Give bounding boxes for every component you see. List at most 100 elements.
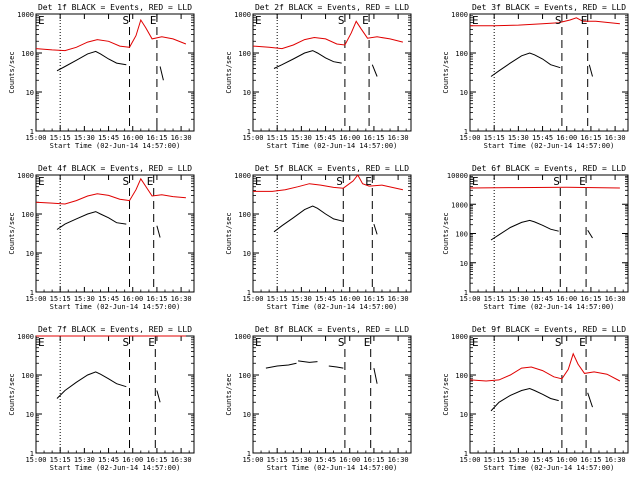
x-tick-label: 16:15	[580, 134, 601, 142]
y-tick-label: 1	[464, 450, 468, 458]
marker-label-e: E	[38, 336, 45, 349]
marker-label-s: S	[555, 336, 562, 349]
y-tick-label: 1000	[451, 201, 468, 209]
y-tick-label: 1000	[17, 172, 34, 180]
x-tick-label: 15:45	[532, 134, 553, 142]
y-tick-label: 100	[238, 211, 251, 219]
x-tick-label: 15:15	[267, 134, 288, 142]
panel-8: Det 8f BLACK = Events, RED = LLD 1 10 100 10…	[225, 325, 412, 472]
x-tick-label: 15:30	[508, 456, 529, 464]
y-tick-label: 10	[26, 89, 34, 97]
x-axis-title: Start Time (02-Jun-14 14:57:00)	[267, 303, 398, 311]
panel-2: Det 2f BLACK = Events, RED = LLD 1 10 100 10…	[225, 3, 412, 150]
y-tick-label: 1000	[234, 333, 251, 341]
y-tick-label: 10	[26, 250, 34, 258]
marker-label-s: S	[553, 175, 560, 188]
events-series-line	[156, 225, 161, 238]
y-tick-label: 100	[455, 50, 468, 58]
x-tick-label: 15:30	[291, 295, 312, 303]
y-tick-label: 1	[30, 450, 34, 458]
marker-label-e: E	[150, 14, 157, 27]
marker-label-s: S	[555, 14, 562, 27]
lld-series-line	[469, 352, 621, 382]
x-tick-label: 16:15	[363, 295, 384, 303]
x-tick-label: 16:30	[171, 295, 192, 303]
y-tick-label: 10	[460, 411, 468, 419]
lld-series-line	[470, 17, 620, 27]
y-tick-label: 1	[247, 128, 251, 136]
y-tick-label: 100	[21, 211, 34, 219]
y-tick-label: 10	[243, 411, 251, 419]
x-axis-title: Start Time (02-Jun-14 14:57:00)	[484, 142, 615, 150]
x-axis-title: Start Time (02-Jun-14 14:57:00)	[50, 303, 181, 311]
x-tick-label: 16:15	[580, 456, 601, 464]
y-tick-label: 1	[247, 289, 251, 297]
y-axis-title: Counts/sec	[225, 51, 233, 93]
plot-frame	[35, 174, 195, 293]
marker-label-e: E	[364, 336, 371, 349]
marker-label-e: E	[147, 175, 154, 188]
events-series-line	[490, 387, 559, 412]
x-tick-label: 16:15	[146, 295, 167, 303]
x-tick-label: 15:30	[508, 295, 529, 303]
x-tick-label: 15:45	[315, 134, 336, 142]
panel-title: Det 3f BLACK = Events, RED = LLD	[472, 3, 626, 12]
lld-series-line	[35, 18, 187, 52]
events-series-line	[265, 362, 297, 369]
x-tick-label: 15:30	[74, 134, 95, 142]
events-series-line	[298, 360, 318, 363]
x-tick-label: 15:15	[267, 295, 288, 303]
marker-label-s: S	[338, 336, 345, 349]
panel-5: Det 5f BLACK = Events, RED = LLD 1 10 100 10…	[225, 164, 412, 311]
events-series-line	[588, 64, 593, 77]
x-tick-label: 15:30	[74, 295, 95, 303]
panel-title: Det 9f BLACK = Events, RED = LLD	[472, 325, 626, 334]
x-tick-label: 15:15	[50, 134, 71, 142]
x-tick-label: 16:15	[580, 295, 601, 303]
y-tick-label: 100	[455, 231, 468, 239]
x-tick-label: 15:30	[74, 456, 95, 464]
x-tick-label: 15:15	[484, 295, 505, 303]
events-series-line	[587, 392, 593, 408]
events-series-line	[56, 211, 127, 230]
marker-label-e: E	[472, 14, 479, 27]
events-series-line	[587, 229, 593, 239]
events-series-line	[373, 367, 378, 384]
y-tick-label: 10	[460, 260, 468, 268]
panel-title: Det 1f BLACK = Events, RED = LLD	[38, 3, 192, 12]
x-tick-label: 16:00	[339, 456, 360, 464]
y-tick-label: 100	[238, 372, 251, 380]
y-tick-label: 1	[247, 450, 251, 458]
events-series-line	[490, 52, 561, 77]
x-tick-label: 15:00	[459, 456, 480, 464]
x-tick-label: 15:45	[98, 134, 119, 142]
x-tick-label: 15:45	[532, 456, 553, 464]
panel-9: Det 9f BLACK = Events, RED = LLD 1 10 100 10…	[442, 325, 629, 472]
x-tick-label: 15:30	[508, 134, 529, 142]
y-tick-label: 10000	[447, 172, 468, 180]
y-axis-title: Counts/sec	[8, 212, 16, 254]
plot-frame	[469, 13, 629, 132]
marker-label-e: E	[38, 175, 45, 188]
x-tick-label: 16:30	[388, 134, 409, 142]
x-tick-label: 15:15	[484, 456, 505, 464]
x-tick-label: 16:30	[171, 456, 192, 464]
events-series-line	[156, 390, 161, 403]
y-axis-title: Counts/sec	[8, 51, 16, 93]
marker-label-e: E	[579, 175, 586, 188]
panel-title: Det 8f BLACK = Events, RED = LLD	[255, 325, 409, 334]
y-tick-label: 10	[243, 250, 251, 258]
marker-label-e: E	[472, 336, 479, 349]
events-series-line	[56, 371, 127, 399]
events-series-line	[328, 365, 344, 369]
x-tick-label: 16:30	[388, 456, 409, 464]
x-tick-label: 16:00	[339, 134, 360, 142]
lld-series-line	[253, 174, 404, 192]
y-axis-title: Counts/sec	[225, 373, 233, 415]
events-series-line	[273, 205, 344, 233]
y-axis-title: Counts/sec	[8, 373, 16, 415]
x-tick-label: 16:15	[363, 456, 384, 464]
events-series-line	[371, 64, 378, 77]
y-axis-title: Counts/sec	[225, 212, 233, 254]
x-tick-label: 15:45	[315, 295, 336, 303]
